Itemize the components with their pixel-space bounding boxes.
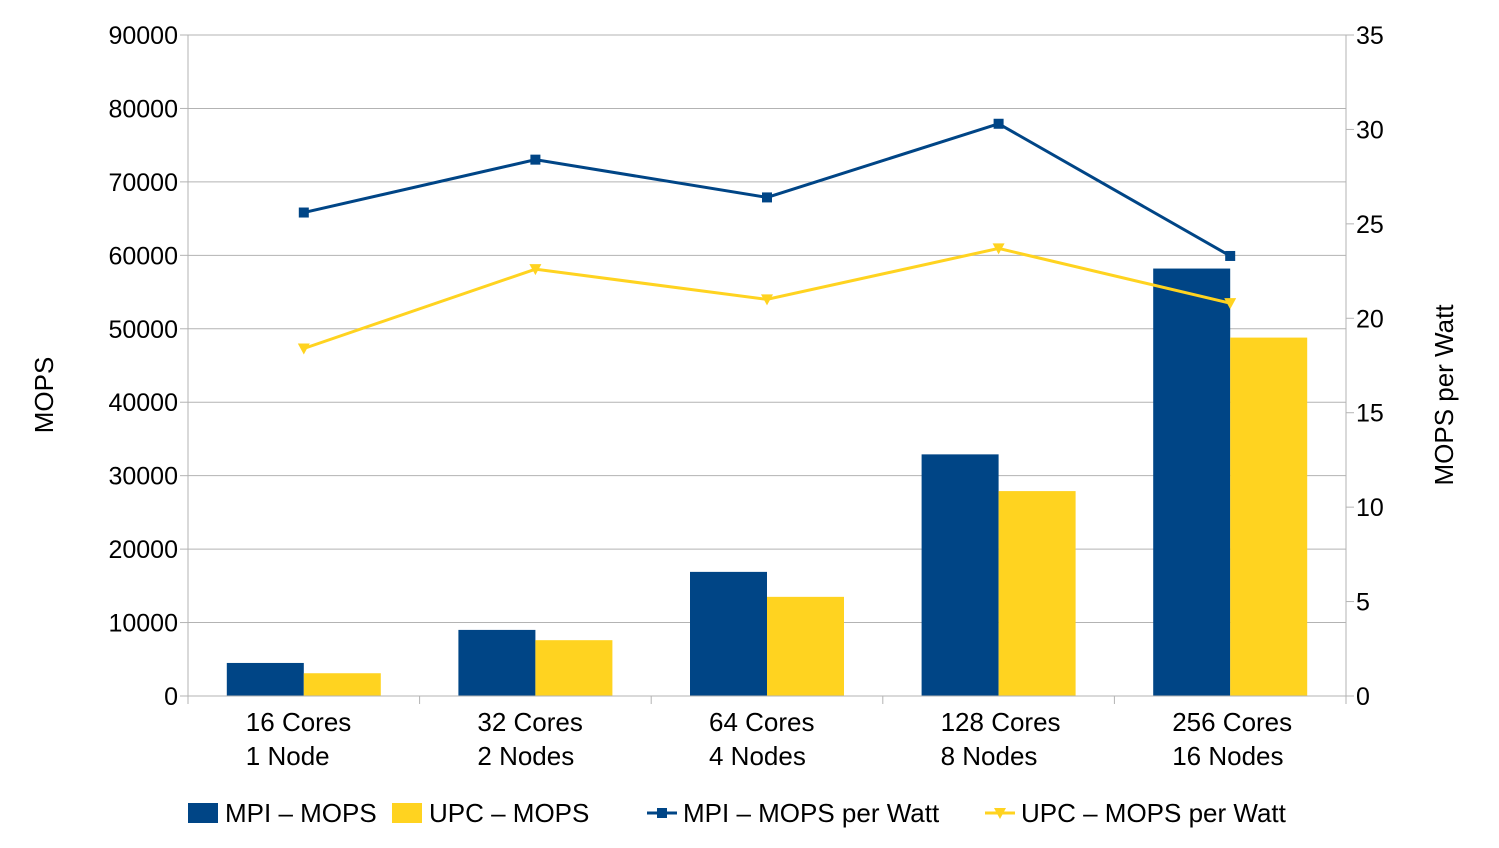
bar [535, 640, 613, 696]
bar [303, 673, 381, 696]
bars [226, 268, 1308, 696]
x-tick-label-line: 1 Node [246, 741, 330, 771]
line-point [298, 207, 309, 218]
bar [1153, 268, 1231, 696]
bar [921, 454, 999, 696]
lines [297, 118, 1237, 355]
x-tick-label: 256 Cores 16 Nodes [1172, 707, 1292, 771]
y-tick-label: 0 [164, 683, 178, 711]
y2-tick-label: 5 [1356, 589, 1370, 617]
x-tick-label: 32 Cores 2 Nodes [477, 707, 583, 771]
y-tick-label: 20000 [108, 536, 178, 564]
bar [998, 491, 1076, 696]
line-point [762, 192, 772, 203]
x-tick-label: 64 Cores 4 Nodes [709, 707, 815, 771]
y2-tick-label: 35 [1356, 22, 1384, 50]
y-axis-label: MOPS [29, 357, 59, 434]
x-tick-label-line: 128 Cores [941, 707, 1061, 737]
legend-swatch [188, 803, 218, 823]
y2-tick-label: 0 [1356, 683, 1370, 711]
line-point [297, 343, 310, 355]
y-tick-label: 70000 [108, 169, 178, 197]
y2-tick-label: 10 [1356, 494, 1384, 522]
legend-marker [994, 808, 1006, 819]
line-point [761, 294, 773, 306]
line-point [529, 264, 542, 276]
x-tick-label-line: 16 Nodes [1172, 741, 1283, 771]
x-tick-label-line: 2 Nodes [477, 741, 574, 771]
y2-tick-label: 20 [1356, 305, 1384, 333]
y2-tick-label: 25 [1356, 211, 1384, 239]
series-line [303, 122, 1231, 258]
y-tick-label: 40000 [108, 389, 178, 417]
legend-label: MPI – MOPS [225, 798, 377, 828]
y2-tick-label: 30 [1356, 116, 1384, 144]
x-tick-label: 128 Cores 8 Nodes [941, 707, 1061, 771]
grid [188, 34, 1346, 624]
legend-marker [657, 808, 667, 818]
line-point [1225, 250, 1236, 261]
legend-swatch [392, 803, 422, 823]
y2-tick-label: 15 [1356, 400, 1384, 428]
y2-axis-label: MOPS per Watt [1429, 304, 1459, 486]
y-tick-label: 80000 [108, 95, 178, 123]
line-point [1224, 298, 1237, 310]
y-tick-label: 50000 [108, 316, 178, 344]
y-tick-label: 90000 [108, 22, 178, 50]
x-tick-label-line: 32 Cores [477, 707, 583, 737]
bar [458, 629, 536, 696]
y-tick-label: 60000 [108, 242, 178, 270]
x-tick-label: 16 Cores 1 Node [246, 707, 351, 771]
line-point [992, 243, 1005, 255]
bar [690, 571, 767, 696]
x-tick-label-line: 16 Cores [246, 707, 351, 737]
bar [1230, 337, 1308, 696]
line-point [993, 118, 1004, 129]
x-tick-label-line: 256 Cores [1172, 707, 1292, 737]
legend-label: MPI – MOPS per Watt [683, 798, 940, 828]
x-tick-label-line: 8 Nodes [941, 741, 1038, 771]
y-tick-label: 10000 [108, 610, 178, 638]
axes: 0 10000 20000 30000 40000 50000 60000 70000 8000… [108, 22, 1383, 771]
bar [767, 596, 844, 696]
x-tick-label-line: 4 Nodes [709, 741, 806, 771]
legend-label: UPC – MOPS [429, 798, 589, 828]
bar [226, 662, 304, 696]
legend: MPI – MOPS UPC – MOPS MPI – MOPS per Watt U… [188, 798, 1287, 828]
y-tick-label: 30000 [108, 463, 178, 491]
x-tick-label-line: 64 Cores [709, 707, 815, 737]
legend-label: UPC – MOPS per Watt [1021, 798, 1287, 828]
line-point [530, 154, 541, 165]
